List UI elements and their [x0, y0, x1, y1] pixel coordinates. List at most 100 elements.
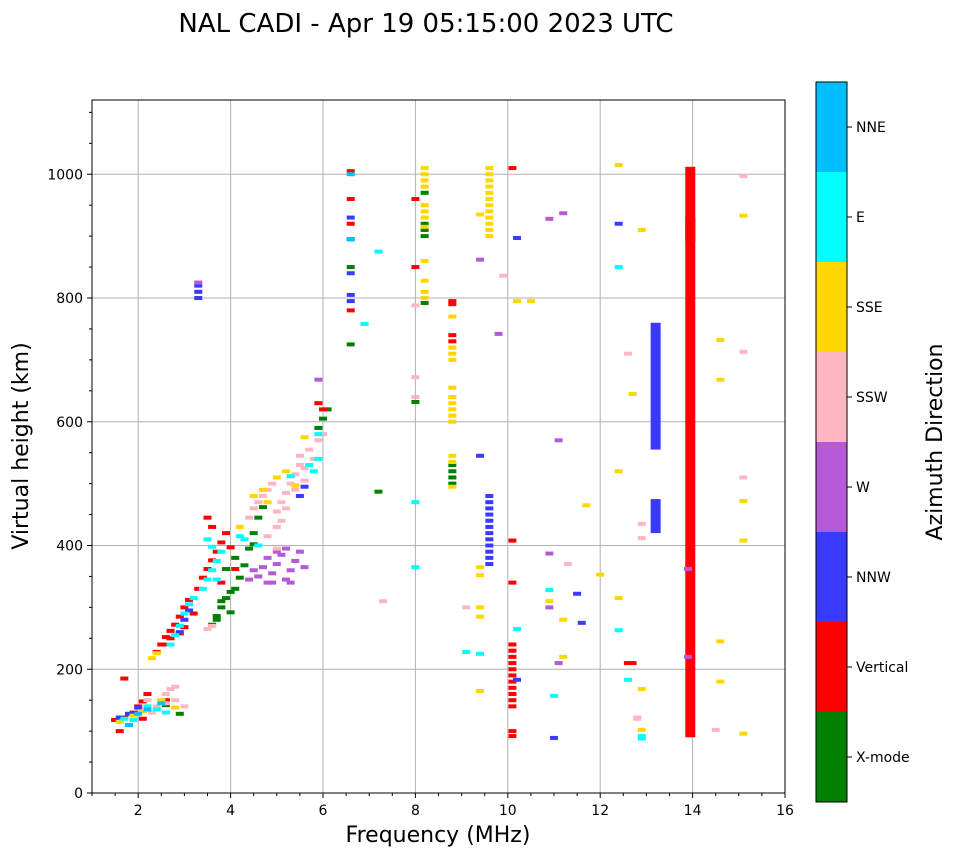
data-point-x-mode: [346, 265, 355, 270]
data-point-sse: [263, 500, 272, 505]
data-point-w: [554, 438, 563, 443]
colorbar-segment: [816, 532, 847, 622]
data-point-sse: [739, 538, 748, 543]
y-axis-ticks: 0 200 400 600 800 1000: [47, 111, 92, 802]
data-point-nnw: [614, 221, 623, 226]
colorbar-tick-label: SSE: [856, 300, 883, 316]
data-point-vertical: [346, 169, 355, 174]
x-tick-label: 8: [411, 803, 420, 819]
colorbar-segment: [816, 442, 847, 532]
data-point-x-mode: [411, 399, 420, 404]
data-point-nne: [157, 701, 166, 706]
data-point-e: [203, 537, 212, 542]
data-point-vertical: [157, 642, 166, 647]
data-point-e: [360, 321, 369, 326]
azimuth-colorbar: X-mode Vertical NNW W SSW SSE E NNE: [815, 81, 910, 803]
colorbar-segment: [816, 82, 847, 172]
data-point-ssw: [462, 605, 471, 610]
data-point-vertical: [508, 648, 517, 653]
data-point-e: [240, 537, 249, 542]
data-point-sse: [716, 338, 725, 343]
data-point-ssw: [208, 623, 217, 628]
data-point-nnw: [485, 500, 494, 505]
data-point-sse: [448, 401, 457, 406]
data-point-sse: [526, 299, 535, 304]
data-point-x-mode: [249, 542, 258, 547]
data-point-ssw: [268, 481, 277, 486]
data-point-x-mode: [420, 227, 429, 232]
data-point-e: [212, 558, 221, 563]
data-point-vertical: [508, 667, 517, 672]
data-point-sse: [152, 651, 161, 656]
data-point-sse: [448, 395, 457, 399]
data-point-sse: [716, 679, 725, 684]
data-point-ssw: [272, 524, 281, 529]
data-point-ssw: [171, 684, 180, 689]
data-point-sse: [138, 709, 147, 714]
data-point-sse: [148, 656, 157, 661]
colorbar-tick-label: NNW: [856, 570, 891, 586]
data-point-ssw: [180, 704, 189, 709]
data-point-nnw: [346, 215, 355, 220]
data-point-vertical: [508, 698, 517, 703]
data-point-vertical: [346, 308, 355, 313]
data-point-w: [282, 577, 291, 582]
data-point-w: [194, 280, 203, 285]
data-point-e: [152, 707, 161, 712]
data-point-w: [258, 565, 267, 570]
data-point-e: [180, 611, 189, 616]
data-point-sse: [614, 162, 623, 167]
data-point-sse: [448, 407, 457, 412]
data-point-e: [513, 627, 522, 632]
data-point-sse: [448, 453, 457, 458]
data-point-ssw: [637, 536, 646, 541]
data-point-nne: [346, 237, 355, 242]
data-point-sse: [448, 345, 457, 350]
data-point-ssw: [286, 481, 295, 486]
colorbar-segment: [816, 622, 847, 712]
data-point-sse: [420, 166, 429, 171]
data-point-x-mode: [254, 515, 263, 520]
data-point-ssw: [272, 546, 281, 551]
data-point-x-mode: [314, 425, 323, 430]
data-point-sse: [448, 484, 457, 489]
data-point-x-mode: [319, 416, 327, 421]
data-point-sse: [582, 503, 591, 508]
data-point-e: [208, 544, 217, 549]
data-point-ssw: [282, 490, 291, 495]
data-point-ssw: [152, 704, 161, 709]
colorbar-segment: [816, 352, 847, 442]
data-point-vertical: [508, 642, 517, 647]
data-point-sse: [420, 289, 429, 294]
data-point-ssw: [739, 349, 748, 354]
x-tick-label: 4: [226, 803, 235, 819]
data-point-sse: [272, 475, 281, 480]
data-point-w: [314, 377, 323, 382]
y-tick-label: 0: [74, 786, 83, 802]
data-point-nnw: [175, 630, 184, 635]
data-point-sse: [448, 419, 457, 424]
data-point-nnw: [485, 562, 494, 567]
data-point-nne: [143, 707, 152, 712]
data-point-vertical: [319, 407, 327, 412]
data-point-w: [554, 661, 563, 666]
data-point-ssw: [148, 710, 157, 715]
data-point-vertical: [161, 635, 170, 640]
data-point-sse: [628, 391, 637, 396]
data-point-sse: [448, 314, 457, 319]
data-point-x-mode: [448, 469, 457, 474]
data-point-ssw: [739, 174, 748, 179]
data-point-nnw: [485, 494, 494, 498]
data-point-x-mode: [212, 617, 221, 622]
data-point-sse: [420, 224, 429, 229]
data-point-ssw: [171, 698, 180, 703]
data-point-e: [208, 568, 217, 573]
data-point-x-mode: [448, 463, 457, 468]
data-point-e: [143, 704, 152, 709]
data-point-ssw: [314, 438, 323, 443]
data-point-ssw: [379, 599, 388, 604]
data-point-w: [254, 574, 263, 579]
data-point-w: [291, 558, 300, 563]
data-bar-vertical: [685, 217, 696, 243]
data-point-sse: [614, 469, 623, 474]
